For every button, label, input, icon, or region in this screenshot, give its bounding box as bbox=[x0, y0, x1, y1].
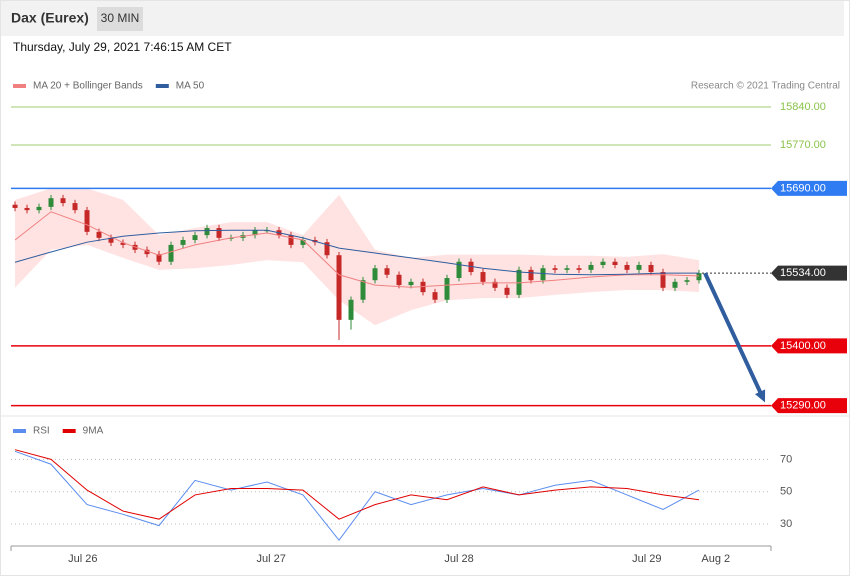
candle-body bbox=[396, 274, 402, 286]
legend-swatch bbox=[13, 429, 26, 433]
candle-body bbox=[504, 287, 510, 295]
legend-label: MA 20 + Bollinger Bands bbox=[33, 81, 143, 92]
candle-body bbox=[624, 264, 630, 270]
candle-body bbox=[444, 278, 450, 300]
candle-body bbox=[540, 268, 546, 281]
candle-body bbox=[192, 235, 198, 241]
ma-line bbox=[14, 229, 700, 276]
candle-body bbox=[120, 242, 126, 245]
level-tag bbox=[771, 180, 847, 196]
instrument-title: Dax (Eurex) bbox=[11, 10, 89, 26]
level-label: 15690.00 bbox=[780, 182, 826, 194]
legend-label: MA 50 bbox=[176, 81, 205, 92]
candle-body bbox=[96, 231, 102, 238]
candle-body bbox=[684, 280, 690, 282]
candle-body bbox=[588, 264, 594, 270]
candle-body bbox=[24, 207, 30, 211]
candle-body bbox=[252, 230, 258, 236]
candle-body bbox=[528, 269, 534, 281]
candle-body bbox=[12, 204, 18, 208]
legend-swatch bbox=[155, 84, 169, 88]
x-tick-label: Jul 26 bbox=[68, 553, 97, 565]
candle-body bbox=[36, 206, 42, 211]
candle-body bbox=[72, 203, 78, 211]
candle-body bbox=[432, 292, 438, 300]
candle-body bbox=[324, 242, 330, 256]
candle-body bbox=[288, 235, 294, 245]
candle-body bbox=[156, 254, 162, 262]
timeframe-box[interactable] bbox=[97, 7, 143, 31]
candle-body bbox=[372, 268, 378, 281]
candle-body bbox=[576, 268, 582, 270]
candle-body bbox=[216, 228, 222, 238]
candle-body bbox=[672, 281, 678, 288]
x-tick-label: Jul 27 bbox=[257, 553, 286, 565]
level-label: 15534.00 bbox=[780, 267, 826, 279]
candle-body bbox=[636, 264, 642, 270]
candle-body bbox=[660, 272, 666, 288]
candle-body bbox=[408, 281, 414, 286]
candle-body bbox=[516, 269, 522, 295]
candle-body bbox=[300, 240, 306, 245]
level-tag bbox=[771, 265, 847, 281]
bollinger-band bbox=[15, 188, 700, 326]
candle-body bbox=[348, 299, 354, 320]
candle-body bbox=[60, 198, 66, 204]
candle-body bbox=[108, 237, 114, 243]
candle-body bbox=[492, 281, 498, 288]
candle-body bbox=[204, 228, 210, 236]
legend-label: 9MA bbox=[83, 426, 104, 437]
candle-body bbox=[168, 244, 174, 262]
candle-body bbox=[600, 261, 606, 265]
legend-swatch bbox=[13, 84, 26, 88]
legend-label: RSI bbox=[33, 426, 50, 437]
candle-body bbox=[144, 249, 150, 255]
candle-body bbox=[456, 261, 462, 279]
level-label: 15770.00 bbox=[780, 139, 826, 151]
candle-body bbox=[336, 255, 342, 320]
level-tag bbox=[771, 338, 847, 354]
candle-body bbox=[552, 268, 558, 270]
candle-body bbox=[84, 210, 90, 232]
arrow-head bbox=[755, 389, 766, 403]
indicator-line bbox=[14, 449, 700, 520]
x-tick-label: Jul 28 bbox=[444, 553, 473, 565]
timeframe[interactable]: 30 MIN bbox=[101, 11, 140, 25]
y-tick-label: 70 bbox=[780, 453, 792, 465]
candle-body bbox=[564, 268, 570, 270]
credit: Research © 2021 Trading Central bbox=[691, 81, 840, 92]
candle-body bbox=[384, 268, 390, 275]
candle-body bbox=[480, 272, 486, 282]
indicator-line bbox=[14, 450, 700, 541]
x-tick-label: Jul 29 bbox=[632, 553, 661, 565]
y-tick-label: 50 bbox=[780, 486, 792, 498]
candle-body bbox=[360, 280, 366, 300]
y-tick-label: 30 bbox=[780, 518, 792, 530]
level-tag bbox=[771, 398, 847, 414]
legend-swatch bbox=[62, 429, 76, 433]
x-tick-label: Aug 2 bbox=[701, 553, 730, 565]
level-label: 15840.00 bbox=[780, 101, 826, 113]
candle-body bbox=[180, 240, 186, 245]
ma-line bbox=[14, 211, 700, 288]
projection-arrow bbox=[703, 272, 764, 396]
level-label: 15400.00 bbox=[780, 340, 826, 352]
timestamp: Thursday, July 29, 2021 7:46:15 AM CET bbox=[13, 40, 232, 54]
level-label: 15290.00 bbox=[780, 400, 826, 412]
candle-body bbox=[48, 198, 54, 207]
candle-body bbox=[696, 273, 702, 281]
candle-body bbox=[648, 264, 654, 273]
candle-body bbox=[612, 261, 618, 265]
